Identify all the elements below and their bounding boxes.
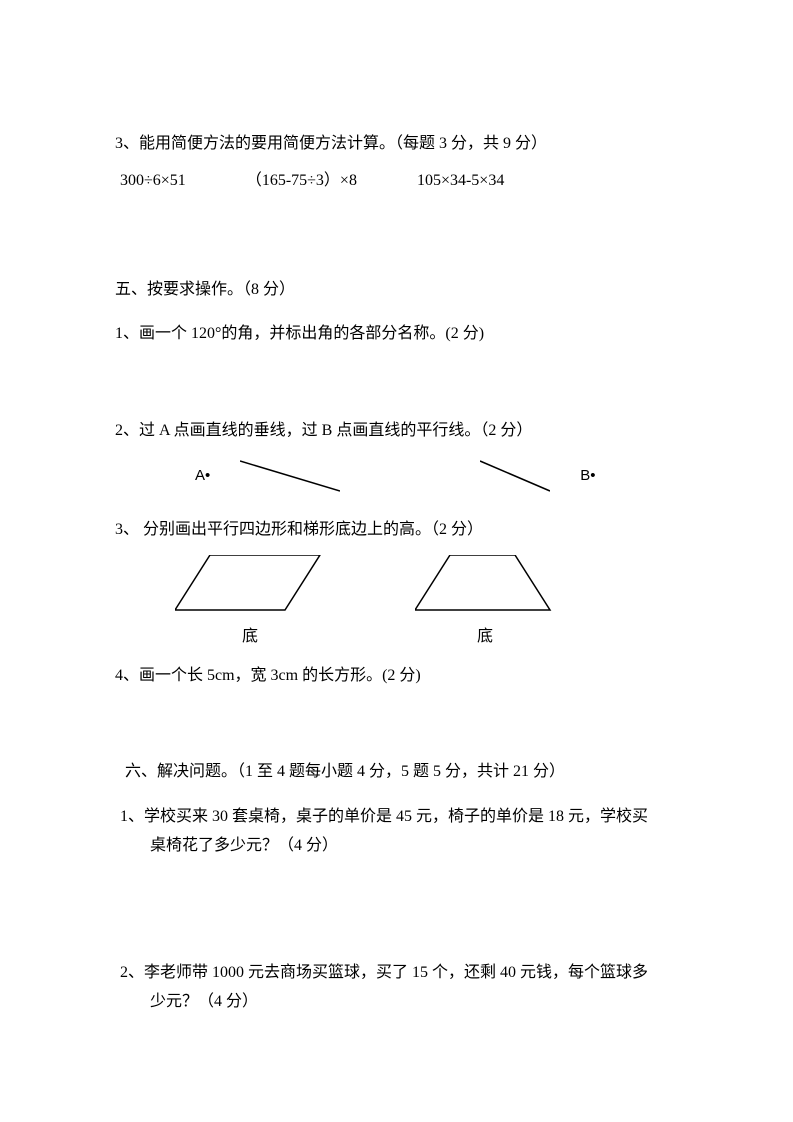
trapezoid-svg bbox=[415, 555, 555, 615]
q1-line1: 1、学校买来 30 套桌椅，桌子的单价是 45 元，椅子的单价是 18 元，学校… bbox=[120, 803, 678, 832]
section-6-title: 六、解决问题。（1 至 4 题每小题 4 分，5 题 5 分，共计 21 分） bbox=[115, 758, 678, 787]
line-diagram-row: A• B• bbox=[115, 456, 678, 496]
section-5-title: 五、按要求操作。（8 分） bbox=[115, 276, 678, 305]
expr-2: （165-75÷3）×8 bbox=[246, 167, 357, 196]
parallelogram-svg bbox=[175, 555, 325, 615]
section-5-q2: 2、过 A 点画直线的垂线，过 B 点画直线的平行线。（2 分） bbox=[115, 417, 678, 446]
q2-line2: 少元？（4 分） bbox=[120, 988, 678, 1017]
q1-line2: 桌椅花了多少元？（4 分） bbox=[120, 832, 678, 861]
line-b-svg bbox=[480, 456, 550, 496]
problem-3-title: 3、能用简便方法的要用简便方法计算。（每题 3 分，共 9 分） bbox=[115, 130, 678, 159]
point-a-label: A• bbox=[195, 462, 210, 489]
line-group-b: B• bbox=[480, 456, 595, 496]
trapezoid-group: 底 bbox=[415, 555, 555, 652]
line-group-a: A• bbox=[195, 456, 340, 496]
problem-3-expressions: 300÷6×51 （165-75÷3）×8 105×34-5×34 bbox=[115, 167, 678, 196]
shapes-row: 底 底 bbox=[115, 555, 678, 652]
expr-3: 105×34-5×34 bbox=[417, 167, 504, 196]
line-a-svg bbox=[240, 456, 340, 496]
trapezoid-base-label: 底 bbox=[477, 623, 493, 652]
parallelogram-base-label: 底 bbox=[242, 623, 258, 652]
expr-1: 300÷6×51 bbox=[120, 167, 186, 196]
section-5-q1: 1、画一个 120°的角，并标出角的各部分名称。(2 分) bbox=[115, 320, 678, 349]
q2-line1: 2、李老师带 1000 元去商场买篮球，买了 15 个，还剩 40 元钱，每个篮… bbox=[120, 959, 678, 988]
point-b-label: B• bbox=[580, 462, 595, 489]
section-5-q4: 4、画一个长 5cm，宽 3cm 的长方形。(2 分) bbox=[115, 662, 678, 691]
section-6-q1: 1、学校买来 30 套桌椅，桌子的单价是 45 元，椅子的单价是 18 元，学校… bbox=[115, 803, 678, 861]
section-5-q3: 3、 分别画出平行四边形和梯形底边上的高。（2 分） bbox=[115, 516, 678, 545]
parallelogram-group: 底 bbox=[175, 555, 325, 652]
section-6-q2: 2、李老师带 1000 元去商场买篮球，买了 15 个，还剩 40 元钱，每个篮… bbox=[115, 959, 678, 1017]
